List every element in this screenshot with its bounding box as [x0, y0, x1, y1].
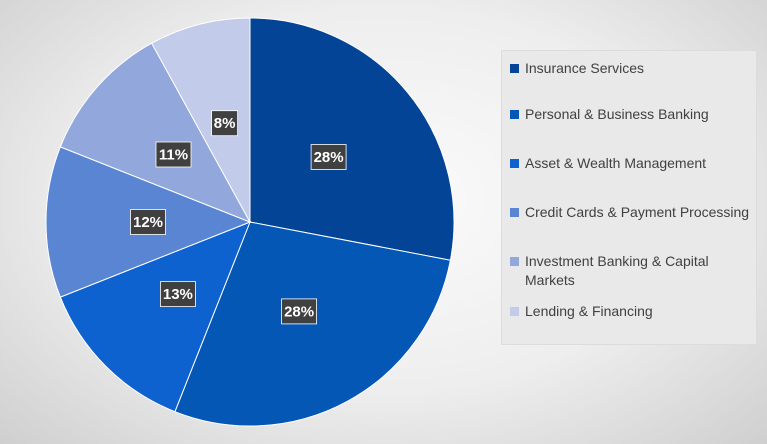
data-label: 8%	[211, 110, 239, 137]
data-label: 12%	[130, 209, 166, 235]
data-label-text: 11%	[159, 147, 188, 164]
data-label-text: 28%	[284, 303, 314, 320]
data-label-box	[281, 298, 318, 325]
legend-label: Personal & Business Banking	[525, 106, 709, 122]
data-label: 11%	[155, 141, 192, 168]
legend-swatch	[510, 257, 519, 266]
data-labels: 28% 28% 13% 12% 11% 8%	[130, 110, 347, 325]
pie-slice-insurance-services	[249, 17, 455, 261]
legend-item-credit-cards-payment-processing: Credit Cards & Payment Processing	[510, 203, 752, 222]
legend-label: Insurance Services	[525, 60, 645, 76]
data-label: 13%	[159, 281, 196, 308]
data-label-text: 12%	[133, 214, 163, 231]
legend-label: Credit Cards & Payment Processing	[525, 204, 750, 220]
data-label-text: 8%	[214, 115, 236, 132]
data-label-box	[130, 209, 166, 235]
legend-swatch	[510, 208, 519, 217]
legend-item-investment-banking-capital-markets: Investment Banking & Capital Markets	[510, 252, 752, 290]
legend-label: Lending & Financing	[525, 303, 653, 319]
legend-swatch	[510, 307, 519, 316]
legend-item-personal-business-banking: Personal & Business Banking	[510, 105, 752, 124]
data-label-text: 28%	[314, 149, 344, 166]
pie-slice-asset-wealth-management	[59, 221, 251, 413]
data-label-text: 13%	[163, 286, 193, 303]
data-label: 28%	[310, 144, 347, 170]
data-label-box	[310, 144, 347, 170]
legend-item-insurance-services: Insurance Services	[510, 59, 752, 78]
legend-item-asset-wealth-management: Asset & Wealth Management	[510, 154, 752, 173]
pie-slices	[45, 17, 455, 427]
legend: Insurance Services Personal & Business B…	[501, 50, 757, 345]
pie-slice-lending-financing	[151, 17, 251, 223]
data-label-box	[159, 281, 196, 308]
legend-item-lending-financing: Lending & Financing	[510, 302, 752, 321]
legend-swatch	[510, 110, 519, 119]
pie-slice-investment-banking-capital-markets	[59, 42, 252, 223]
data-label-box	[211, 110, 239, 137]
data-label: 28%	[281, 298, 318, 325]
legend-label: Asset & Wealth Management	[525, 155, 707, 171]
legend-label: Investment Banking & Capital Markets	[525, 253, 709, 288]
legend-swatch	[510, 159, 519, 168]
legend-swatch	[510, 64, 519, 73]
data-label-box	[155, 141, 192, 168]
